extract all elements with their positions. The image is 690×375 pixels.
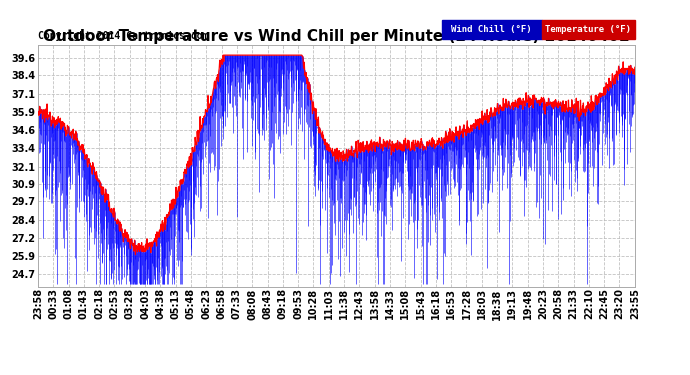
Text: Temperature (°F): Temperature (°F) xyxy=(545,25,631,34)
Text: Copyright 2014 Cartronics.com: Copyright 2014 Cartronics.com xyxy=(38,32,208,41)
Text: Wind Chill (°F): Wind Chill (°F) xyxy=(451,25,532,34)
Title: Outdoor Temperature vs Wind Chill per Minute (24 Hours) 20140402: Outdoor Temperature vs Wind Chill per Mi… xyxy=(43,29,630,44)
